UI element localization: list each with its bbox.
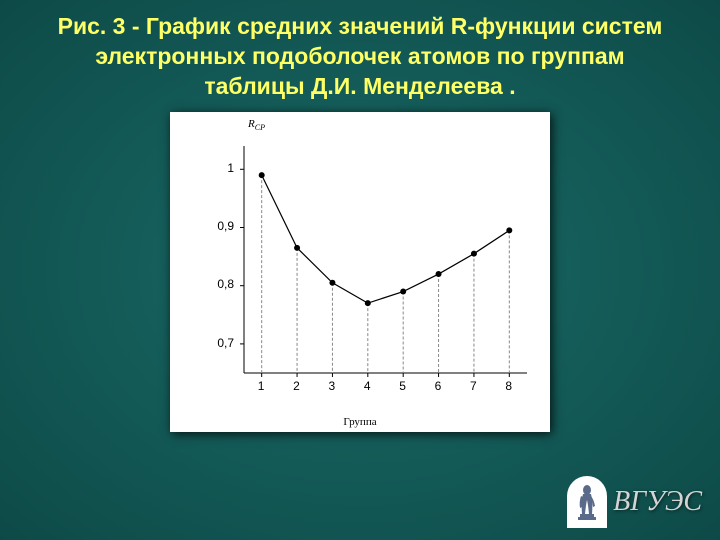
- y-tick-label: 0,8: [217, 277, 234, 291]
- x-tick-label: 3: [328, 379, 335, 393]
- logo-badge: [567, 476, 607, 528]
- x-tick-label: 2: [293, 379, 300, 393]
- x-tick-label: 8: [505, 379, 512, 393]
- y-tick-label: 0,7: [217, 336, 234, 350]
- logo-text: ВГУЭС: [613, 486, 702, 518]
- line-chart: [240, 142, 535, 397]
- footer-logo-group: ВГУЭС: [567, 476, 702, 528]
- x-tick-label: 6: [435, 379, 442, 393]
- x-axis-label: Группа: [343, 416, 376, 428]
- slide-title: Рис. 3 - График средних значений R-функц…: [0, 0, 720, 104]
- y-tick-label: 1: [227, 161, 234, 175]
- y-axis-label: RCP: [248, 118, 265, 132]
- x-tick-label: 1: [258, 379, 265, 393]
- chart-panel: RCP Группа 0,7 0,8 0,9 1 1 2 3 4 5 6 7 8: [170, 112, 550, 432]
- x-tick-label: 4: [364, 379, 371, 393]
- x-tick-label: 5: [399, 379, 406, 393]
- statue-icon: [573, 482, 601, 522]
- x-tick-label: 7: [470, 379, 477, 393]
- y-tick-label: 0,9: [217, 219, 234, 233]
